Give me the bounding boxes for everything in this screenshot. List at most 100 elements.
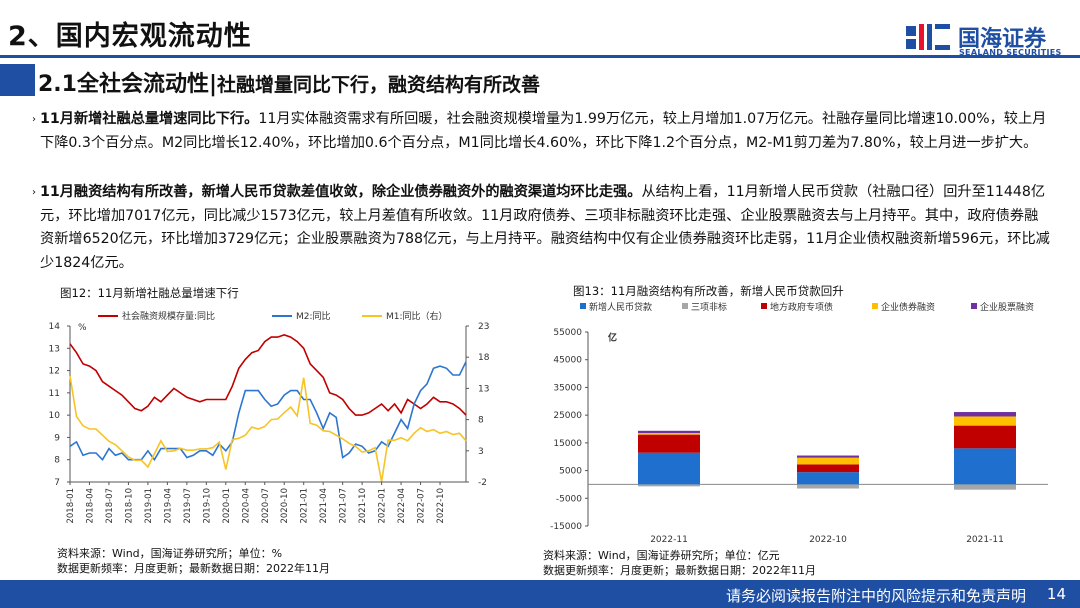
- figure-13-source-line1: 资料来源：Wind，国海证券研究所；单位：亿元: [543, 549, 780, 562]
- legend-swatch-4: [971, 303, 977, 309]
- line-series-1: [69, 361, 467, 462]
- figure-12-source-line2: 数据更新频率：月度更新；最新数据日期：2022年11月: [57, 562, 330, 575]
- legend-swatch-2: [761, 303, 767, 309]
- y-tick-label: -15000: [550, 522, 582, 532]
- y-tick-label: 15000: [553, 439, 582, 449]
- bar-segment-2: [954, 425, 1016, 449]
- bar-segment-0: [638, 452, 700, 485]
- x-tick-label: 2018-01: [66, 488, 76, 524]
- stacked-bar-chart-financing-structure: -15000 -5000 5000 15000 25000 35000 45000 55000…: [550, 301, 1048, 545]
- y-tick-right-label: 8: [478, 416, 484, 426]
- y-tick-left-label: 10: [49, 411, 61, 421]
- bullet-arrow-icon: ›: [32, 114, 36, 125]
- y-tick-right-label: 23: [478, 322, 489, 332]
- y-tick-left-label: 14: [49, 322, 61, 332]
- x-tick-label: 2018-04: [85, 488, 95, 524]
- figure-13-source: 资料来源：Wind，国海证券研究所；单位：亿元 数据更新频率：月度更新；最新数据…: [543, 548, 816, 578]
- bullet-paragraph-2: › 11月融资结构有所改善，新增人民币贷款差值收敛，除企业债券融资外的融资渠道均…: [32, 181, 1052, 275]
- figure-12-source-line1: 资料来源：Wind，国海证券研究所；单位：%: [57, 547, 283, 560]
- x-tick-label: 2022-11: [650, 535, 688, 545]
- bullet-1-bold: 11月新增社融总量增速同比下行。: [40, 111, 259, 127]
- y-tick-left-label: 7: [54, 478, 60, 488]
- line-series-2: [69, 375, 467, 482]
- x-tick-label: 2022-07: [417, 488, 427, 524]
- y-tick-label: 45000: [553, 356, 582, 366]
- figure-12-source: 资料来源：Wind，国海证券研究所；单位：% 数据更新频率：月度更新；最新数据日…: [57, 546, 330, 576]
- line-series-0: [69, 334, 467, 416]
- legend-swatch-1: [682, 303, 688, 309]
- footer-disclaimer: 请务必阅读报告附注中的风险提示和免责声明: [725, 587, 1026, 605]
- bar-segment-3: [638, 432, 700, 435]
- header-divider: [0, 55, 1080, 58]
- bar-segment-0: [954, 448, 1016, 485]
- bullet-arrow-icon: ›: [32, 187, 36, 198]
- legend-label-0: 社会融资规模存量:同比: [122, 310, 215, 322]
- legend-label-3: 企业债券融资: [881, 301, 935, 313]
- bullet-1-text: 11月实体融资需求有所回暖，社会融资规模增量为1.99万亿元，较上月增加1.07…: [40, 111, 1047, 151]
- bullet-2-bold: 11月融资结构有所改善，新增人民币贷款差值收敛，除企业债券融资外的融资渠道均环比…: [40, 184, 642, 200]
- x-tick-label: 2022-10: [809, 535, 847, 545]
- x-tick-label: 2022-10: [436, 488, 446, 524]
- legend-label-2: M1:同比（右）: [386, 310, 448, 322]
- bar-segment-2: [797, 464, 859, 473]
- page-number: 14: [1046, 585, 1066, 603]
- y-tick-left-label: 9: [54, 433, 60, 443]
- x-tick-label: 2021-04: [319, 488, 329, 524]
- figure-12-caption: 图12：11月新增社融总量增速下行: [60, 286, 239, 300]
- bar-segment-4: [797, 455, 859, 458]
- x-tick-label: 2020-10: [280, 488, 290, 524]
- section-title: 2.1全社会流动性|社融增量同比下行，融资结构有所改善: [38, 66, 540, 98]
- legend-swatch-0: [580, 303, 586, 309]
- page-title: 2、国内宏观流动性: [8, 21, 252, 52]
- legend-label-4: 企业股票融资: [980, 301, 1034, 313]
- y-axis-left-unit: %: [78, 323, 87, 333]
- bar-segment-1: [638, 484, 700, 487]
- bar-segment-4: [638, 430, 700, 433]
- y-tick-label: 55000: [553, 328, 582, 338]
- y-tick-left-label: 12: [49, 367, 60, 377]
- section-title-separator: |: [208, 72, 218, 97]
- figure-13-source-line2: 数据更新频率：月度更新；最新数据日期：2022年11月: [543, 564, 816, 577]
- x-tick-label: 2018-07: [105, 488, 115, 524]
- legend-swatch-3: [872, 303, 878, 309]
- legend-label-2: 地方政府专项债: [770, 301, 833, 313]
- x-tick-label: 2021-10: [358, 488, 368, 524]
- legend-label-0: 新增人民币贷款: [589, 301, 652, 313]
- bar-segment-2: [638, 434, 700, 453]
- x-tick-label: 2021-01: [300, 488, 310, 524]
- x-tick-label: 2019-01: [144, 488, 154, 524]
- legend-label-1: 三项非标: [691, 301, 727, 313]
- bar-segment-1: [954, 484, 1016, 490]
- bar-segment-3: [954, 416, 1016, 426]
- y-tick-label: 35000: [553, 383, 582, 393]
- x-tick-label: 2019-07: [183, 488, 193, 524]
- y-tick-left-label: 11: [49, 389, 60, 399]
- x-tick-label: 2020-04: [241, 488, 251, 524]
- y-tick-right-label: 3: [478, 447, 484, 457]
- bar-segment-1: [797, 484, 859, 489]
- section-title-main: 2.1全社会流动性: [38, 72, 209, 97]
- y-tick-left-label: 13: [49, 344, 60, 354]
- legend-label-1: M2:同比: [296, 310, 331, 322]
- section-title-sub: 社融增量同比下行，融资结构有所改善: [217, 74, 541, 96]
- y-tick-label: -5000: [556, 494, 582, 504]
- bullet-paragraph-1: › 11月新增社融总量增速同比下行。11月实体融资需求有所回暖，社会融资规模增量…: [32, 108, 1052, 155]
- y-axis-unit: 亿: [608, 332, 617, 344]
- x-tick-label: 2021-11: [966, 535, 1004, 545]
- bullet-2-text: 从结构上看，11月新增人民币贷款（社融口径）回升至11448亿元，环比增加701…: [40, 184, 1050, 271]
- x-tick-label: 2019-04: [163, 488, 173, 524]
- x-tick-label: 2019-10: [202, 488, 212, 524]
- line-chart-shehui-m2-m1: % 7 8 9 10 11 12 13 14 -2 3 8 13 18 23 2018-01 2018-04 20…: [49, 310, 490, 524]
- section-accent-bar: [0, 64, 35, 96]
- bar-segment-4: [954, 412, 1016, 417]
- x-tick-label: 2022-01: [378, 488, 388, 524]
- logo-text-en: SEALAND SECURITIES: [959, 48, 1062, 57]
- x-tick-label: 2022-04: [397, 488, 407, 524]
- y-tick-right-label: 13: [478, 384, 489, 394]
- logo-text-cn: 国海证券: [958, 27, 1047, 52]
- y-tick-left-label: 8: [54, 456, 60, 466]
- x-tick-label: 2021-07: [339, 488, 349, 524]
- y-tick-label: 25000: [553, 411, 582, 421]
- figure-13-caption: 图13：11月融资结构有所改善，新增人民币贷款回升: [573, 284, 844, 298]
- x-tick-label: 2020-07: [261, 488, 271, 524]
